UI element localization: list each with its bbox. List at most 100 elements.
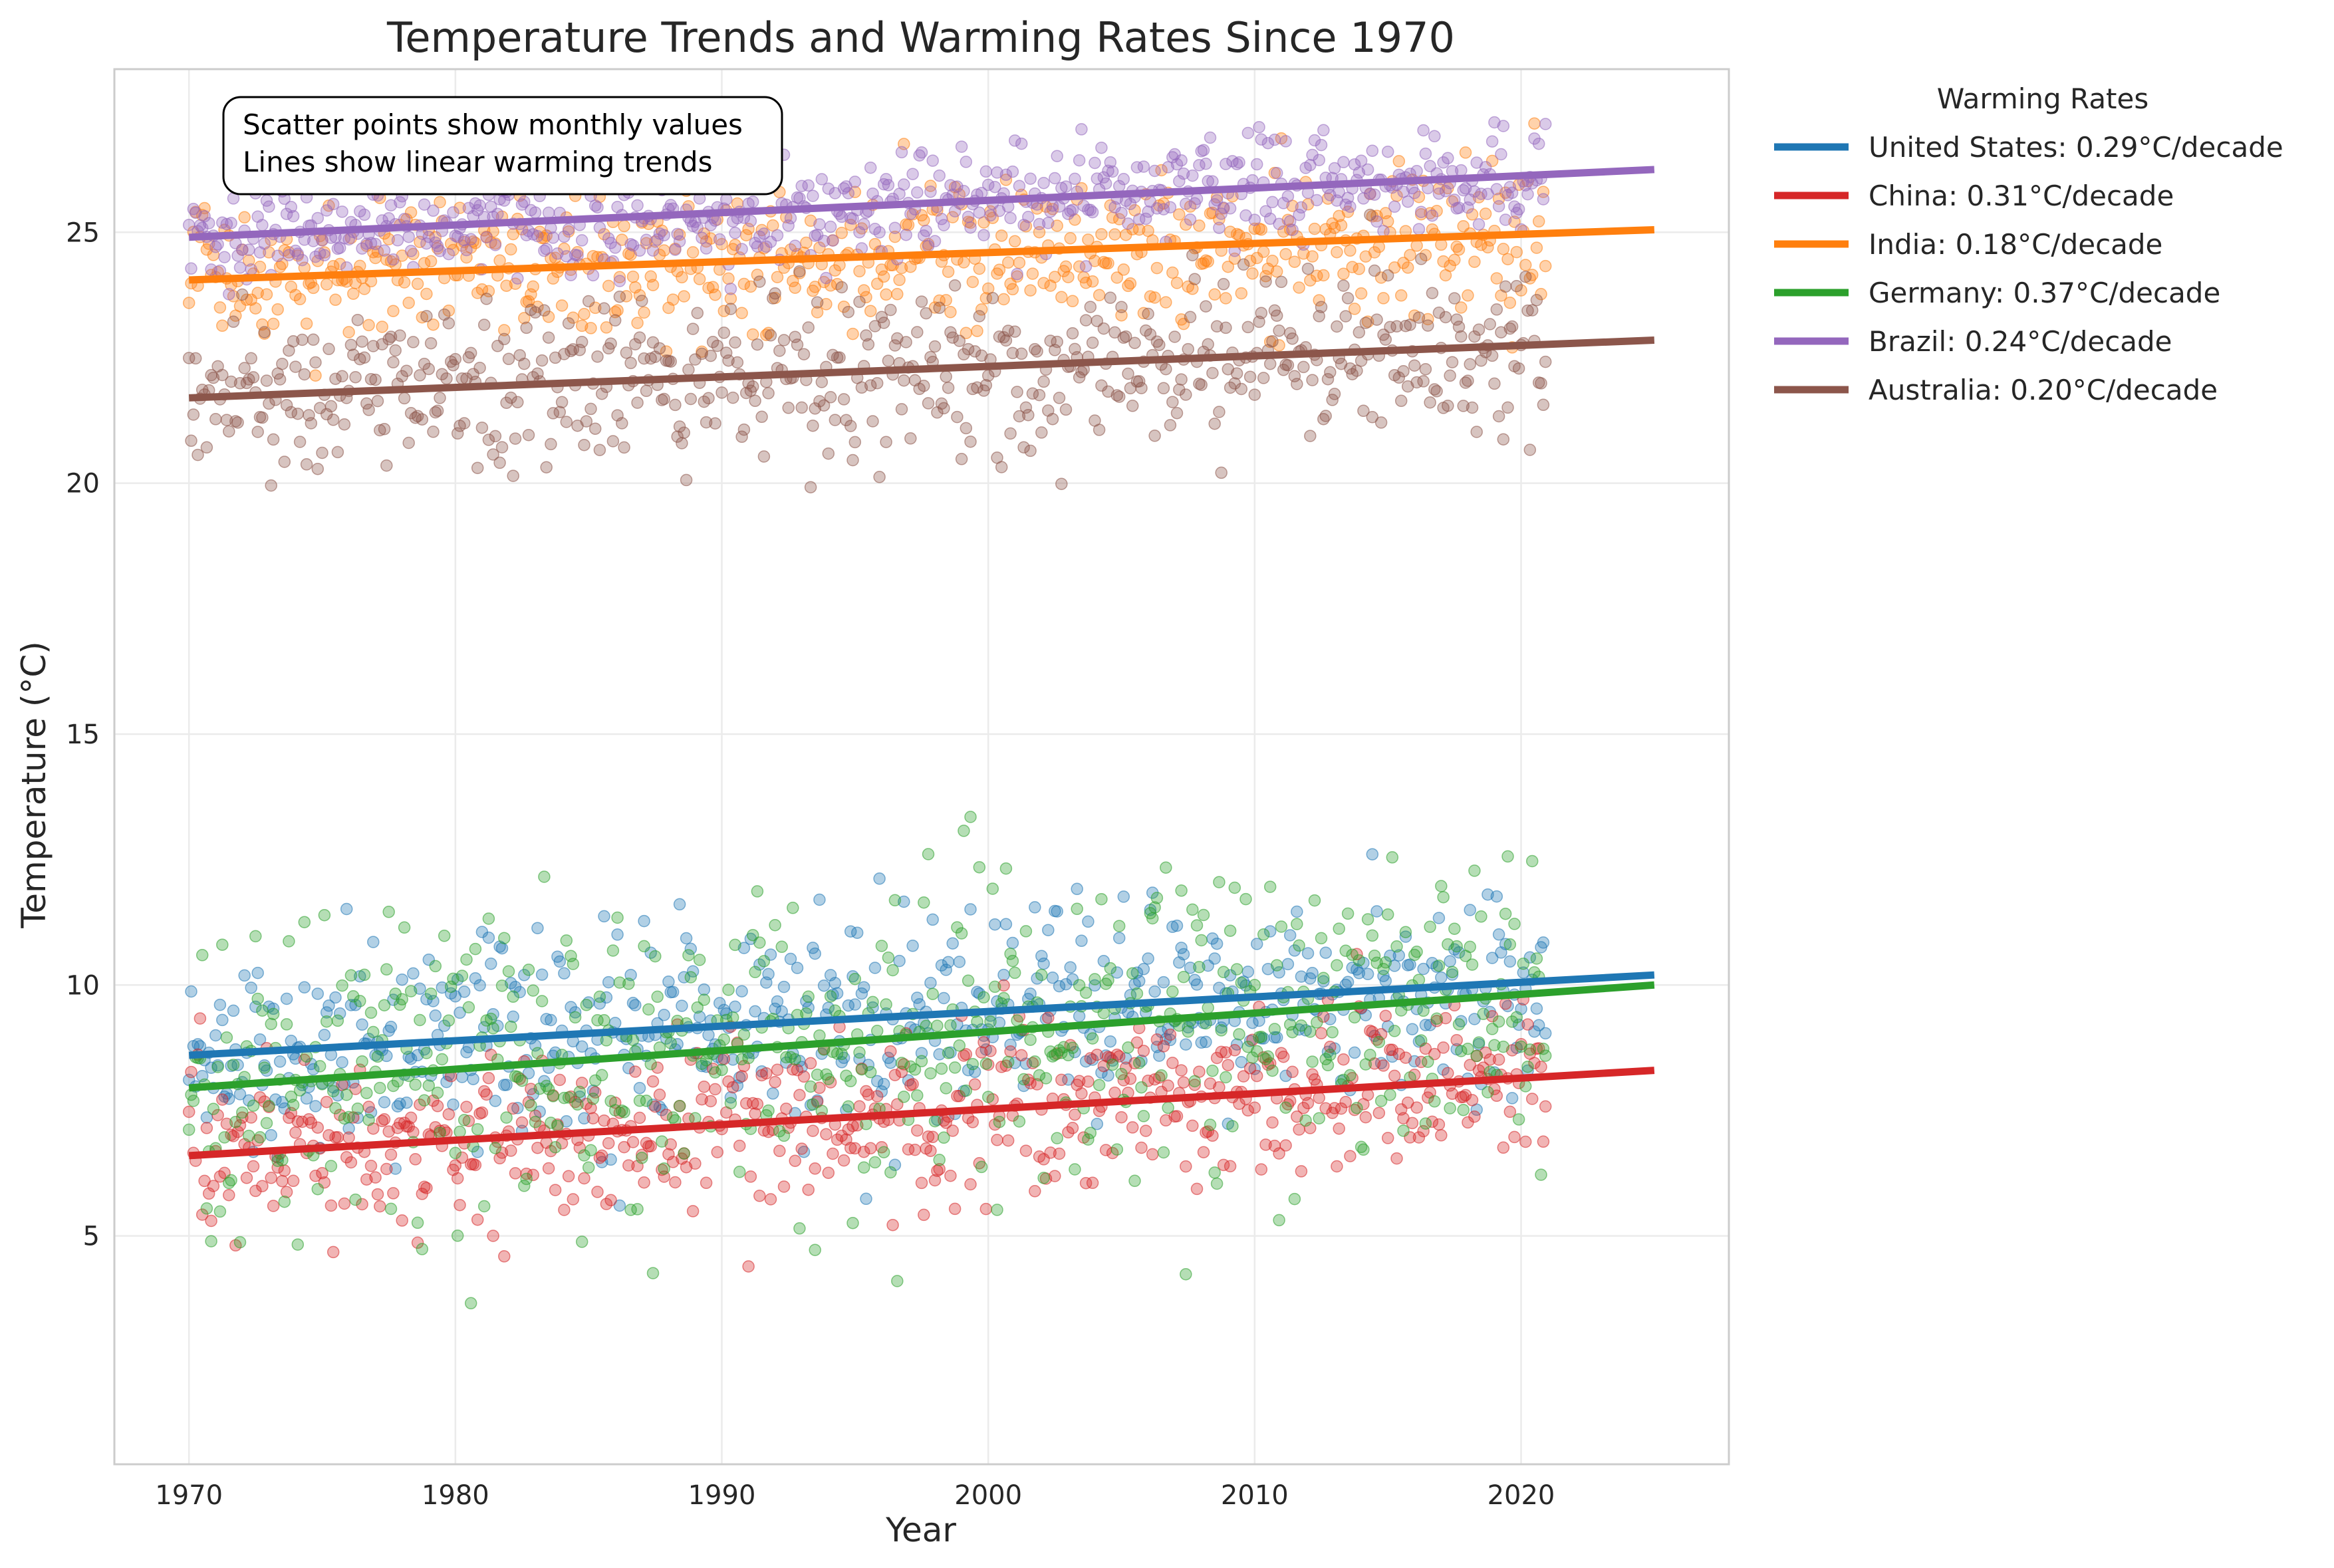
scatter-point — [882, 951, 895, 964]
scatter-point — [613, 275, 626, 287]
scatter-point — [853, 265, 866, 278]
scatter-point — [553, 406, 567, 418]
scatter-point — [1339, 310, 1352, 323]
scatter-point — [1428, 1095, 1441, 1108]
scatter-point — [1457, 1103, 1470, 1116]
scatter-point — [753, 1190, 766, 1202]
scatter-point — [462, 1001, 475, 1014]
scatter-point — [540, 243, 553, 255]
scatter-point — [1333, 1122, 1345, 1135]
scatter-point — [527, 1168, 539, 1182]
scatter-point — [1051, 150, 1063, 162]
scatter-point — [323, 342, 335, 356]
scatter-point — [298, 368, 311, 381]
scatter-point — [1153, 1071, 1166, 1084]
scatter-point — [300, 458, 313, 471]
scatter-point — [1306, 374, 1319, 386]
scatter-point — [1301, 262, 1315, 275]
scatter-point — [1246, 267, 1259, 280]
scatter-point — [1162, 1079, 1174, 1092]
scatter-point — [1537, 936, 1550, 949]
scatter-point — [1042, 924, 1055, 936]
scatter-point — [800, 1007, 813, 1020]
scatter-point — [1410, 1101, 1423, 1114]
scatter-point — [1384, 950, 1396, 962]
scatter-point — [944, 1019, 957, 1032]
x-tick-label: 1990 — [688, 1480, 756, 1511]
scatter-point — [1188, 1079, 1201, 1091]
scatter-point — [267, 317, 280, 330]
scatter-point — [271, 1161, 284, 1174]
scatter-point — [520, 1172, 533, 1186]
scatter-point — [1419, 1117, 1432, 1130]
scatter-point — [777, 1180, 791, 1193]
scatter-point — [977, 1036, 990, 1049]
scatter-point — [398, 392, 411, 405]
scatter-point — [542, 206, 555, 219]
scatter-point — [1470, 426, 1483, 438]
scatter-point — [1437, 890, 1450, 904]
scatter-point — [547, 231, 560, 244]
scatter-point — [1306, 967, 1319, 980]
scatter-point — [870, 376, 884, 390]
scatter-point — [1388, 1069, 1401, 1083]
scatter-point — [926, 1130, 939, 1144]
scatter-point — [822, 1073, 835, 1085]
scatter-point — [593, 444, 606, 456]
scatter-point — [955, 140, 968, 153]
scatter-point — [326, 197, 340, 211]
scatter-point — [540, 461, 553, 473]
scatter-point — [1208, 417, 1221, 430]
scatter-point — [1384, 1089, 1396, 1101]
scatter-point — [1374, 416, 1388, 429]
scatter-point — [340, 1089, 353, 1101]
scatter-point — [700, 1176, 713, 1190]
scatter-point — [1042, 1011, 1055, 1024]
scatter-point — [400, 364, 413, 377]
scatter-point — [1335, 219, 1348, 232]
scatter-point — [331, 1130, 344, 1144]
scatter-point — [1180, 1267, 1192, 1281]
scatter-point — [993, 263, 1006, 276]
scatter-point — [833, 351, 846, 364]
scatter-point — [575, 336, 588, 348]
scatter-point — [1397, 365, 1410, 378]
scatter-point — [815, 376, 829, 388]
scatter-point — [495, 441, 509, 454]
scatter-point — [1501, 850, 1514, 863]
scatter-point — [873, 872, 886, 885]
scatter-point — [942, 1047, 955, 1059]
scatter-point — [260, 288, 273, 301]
scatter-point — [1392, 949, 1406, 962]
scatter-point — [664, 355, 677, 368]
scatter-point — [555, 396, 569, 409]
scatter-point — [427, 204, 440, 217]
scatter-point — [1095, 1066, 1108, 1079]
scatter-series-china — [182, 948, 1552, 1273]
scatter-point — [744, 1170, 757, 1183]
scatter-point — [236, 1106, 249, 1119]
scatter-point — [979, 165, 993, 178]
scatter-point — [658, 244, 670, 257]
scatter-point — [391, 234, 404, 247]
scatter-point — [344, 969, 358, 982]
scatter-point — [767, 219, 779, 232]
scatter-point — [1093, 424, 1106, 436]
scatter-point — [1075, 934, 1088, 948]
scatter-point — [1394, 289, 1408, 302]
scatter-point — [646, 244, 660, 257]
scatter-point — [618, 219, 630, 233]
scatter-point — [1089, 156, 1101, 170]
scatter-point — [1422, 319, 1434, 332]
scatter-point — [527, 984, 539, 997]
scatter-point — [1135, 1054, 1148, 1067]
scatter-point — [1486, 135, 1499, 148]
scatter-point — [924, 976, 937, 989]
scatter-point — [209, 1029, 222, 1042]
scatter-point — [400, 1096, 413, 1109]
scatter-point — [404, 245, 418, 257]
scatter-point — [753, 936, 766, 949]
scatter-point — [717, 1053, 731, 1065]
scatter-point — [782, 402, 795, 414]
scatter-point — [746, 196, 759, 208]
